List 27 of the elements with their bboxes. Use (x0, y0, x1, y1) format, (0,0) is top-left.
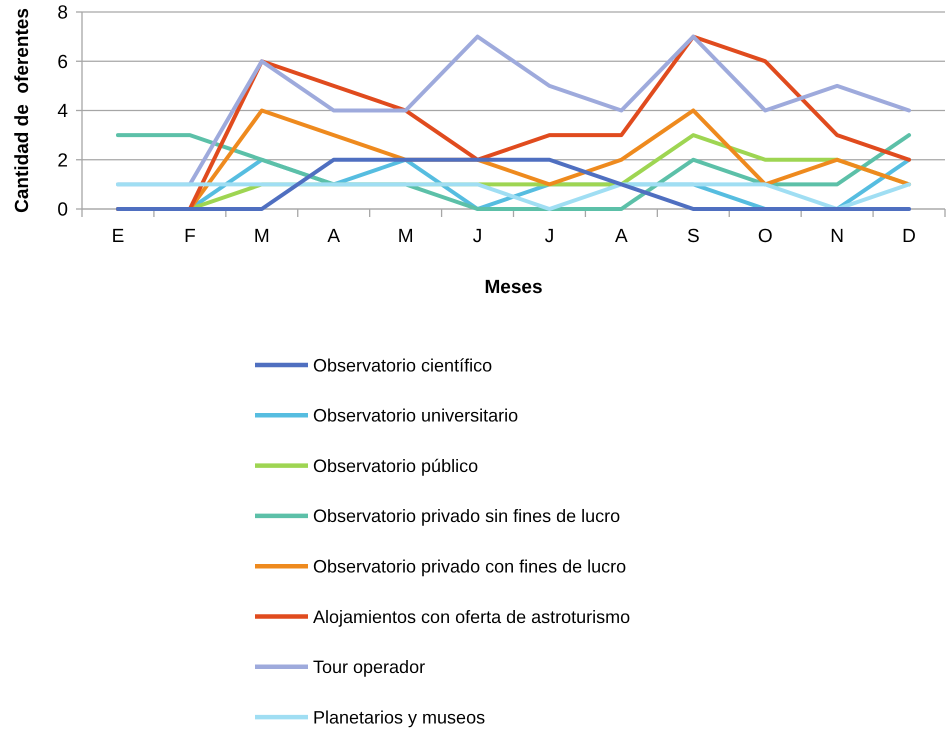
x-tick-label: J (472, 226, 482, 247)
x-axis-title: Meses (484, 277, 543, 298)
x-tick-label: S (686, 226, 700, 247)
legend-label: Alojamientos con oferta de astroturismo (313, 606, 630, 627)
legend-label: Observatorio científico (313, 355, 492, 376)
legend-label: Observatorio público (313, 456, 478, 476)
x-tick-label: E (112, 226, 124, 247)
x-tick-label: D (902, 226, 916, 247)
x-tick-label: N (830, 226, 844, 247)
x-tick-label: M (254, 226, 270, 247)
y-tick-label: 6 (57, 52, 68, 73)
y-tick-label: 2 (57, 150, 68, 172)
legend-label: Observatorio privado con fines de lucro (313, 556, 626, 576)
x-tick-label: J (544, 226, 554, 247)
x-tick-label: A (615, 226, 628, 247)
y-tick-label: 8 (57, 2, 68, 24)
x-tick-label: F (184, 226, 196, 247)
legend-label: Planetarios y museos (313, 707, 486, 728)
y-tick-label: 4 (57, 101, 68, 122)
legend-label: Observatorio universitario (313, 406, 518, 426)
x-tick-label: M (398, 226, 414, 247)
legend-label: Observatorio privado sin fines de lucro (313, 506, 620, 526)
legend-label: Tour operador (313, 657, 426, 678)
x-tick-label: O (758, 226, 773, 247)
y-tick-label: 0 (57, 200, 68, 221)
x-tick-label: A (327, 226, 340, 247)
y-axis-title: Cantidad de oferentes (12, 8, 33, 213)
